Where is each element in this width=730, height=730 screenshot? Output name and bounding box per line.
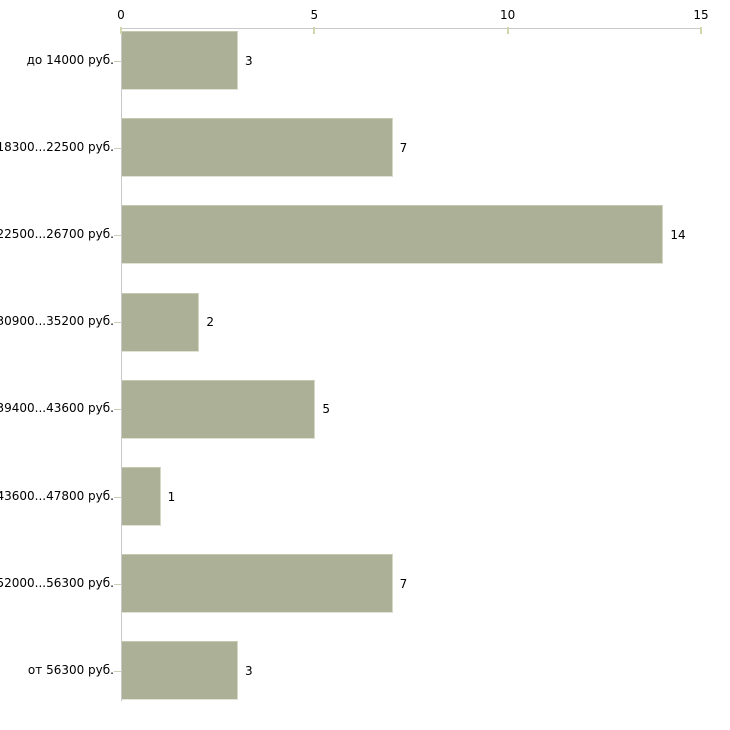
bar [122, 641, 238, 701]
x-axis-tick-label: 5 [310, 8, 319, 22]
y-axis-tick [114, 234, 121, 236]
category-label: до 14000 руб. [26, 52, 114, 67]
category-label: 22500...26700 руб. [0, 226, 114, 241]
x-axis-tick-label: 0 [117, 8, 125, 22]
bar [122, 467, 161, 526]
x-axis-line [121, 28, 701, 29]
category-label: 52000...56300 руб. [0, 575, 114, 590]
y-axis-tick [114, 670, 121, 672]
bar [122, 31, 238, 90]
y-axis-tick [114, 583, 121, 585]
bar-value-label: 2 [206, 315, 214, 330]
y-axis-tick [114, 60, 121, 62]
bar-value-label: 5 [322, 402, 330, 417]
bar [122, 554, 393, 614]
x-axis-tick [313, 27, 316, 34]
bar [122, 379, 316, 439]
y-axis-tick [114, 147, 121, 149]
bar [122, 205, 664, 265]
y-axis-tick [114, 409, 121, 411]
category-label: 18300...22500 руб. [0, 139, 114, 154]
x-axis-tick [506, 27, 509, 34]
bar-value-label: 3 [245, 663, 253, 678]
bar [122, 292, 200, 352]
category-label: от 56300 руб. [27, 662, 114, 677]
x-axis-tick [700, 27, 702, 34]
bar-value-label: 14 [670, 227, 686, 242]
bar-value-label: 7 [399, 576, 408, 591]
bar-value-label: 1 [167, 489, 176, 504]
bar-value-label: 3 [245, 53, 253, 68]
category-label: 30900...35200 руб. [0, 314, 114, 329]
y-axis-line [121, 28, 122, 701]
category-label: 39400...43600 руб. [0, 401, 114, 416]
bar-value-label: 7 [399, 140, 408, 155]
bar [122, 118, 393, 178]
x-axis-tick-label: 10 [500, 8, 516, 22]
y-axis-tick [114, 322, 121, 324]
y-axis-tick [114, 496, 121, 498]
x-axis-tick-label: 15 [693, 8, 709, 22]
x-axis-tick [120, 27, 122, 34]
plot-area: 0 5 10 15 3 7 14 2 5 1 7 3 [117, 8, 709, 701]
category-label: 43600...47800 руб. [0, 488, 114, 503]
